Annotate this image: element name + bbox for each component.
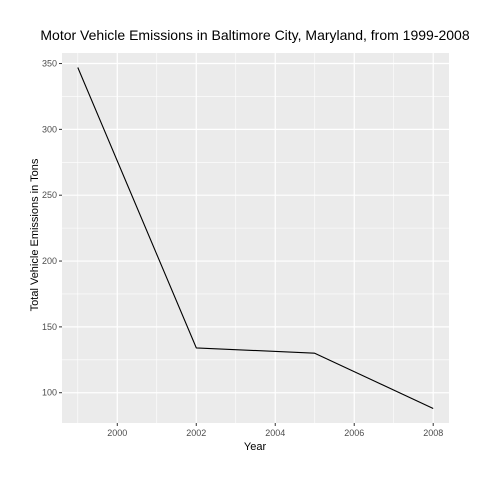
- x-tick-labels: 2000 2002 2004 2006 2008: [107, 428, 443, 438]
- x-tick-label: 2002: [186, 428, 206, 438]
- y-tick-label: 150: [42, 322, 57, 332]
- y-tick-label: 250: [42, 190, 57, 200]
- x-tick-label: 2006: [344, 428, 364, 438]
- major-gridlines: [62, 53, 449, 423]
- x-tick-label: 2008: [423, 428, 443, 438]
- y-tick-labels: 100 150 200 250 300 350: [42, 59, 57, 398]
- chart-title: Motor Vehicle Emissions in Baltimore Cit…: [40, 27, 469, 43]
- series-layer: [77, 67, 434, 409]
- y-tick-label: 100: [42, 388, 57, 398]
- plot-panel: [62, 53, 449, 423]
- minor-gridlines: [62, 53, 449, 423]
- y-tick-label: 200: [42, 256, 57, 266]
- y-tick-label: 350: [42, 59, 57, 69]
- x-tick-label: 2000: [107, 428, 127, 438]
- x-axis-title: Year: [244, 441, 267, 453]
- axis-ticks: [59, 63, 434, 426]
- emissions-line: [77, 67, 434, 409]
- y-axis-title: Total Vehicle Emissions in Tons: [29, 158, 41, 311]
- y-tick-label: 300: [42, 124, 57, 134]
- x-tick-label: 2004: [265, 428, 285, 438]
